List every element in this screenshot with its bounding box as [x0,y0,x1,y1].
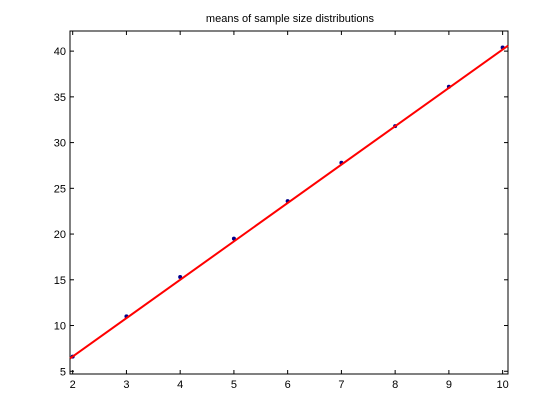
x-tick-label: 4 [177,379,183,391]
y-tick-label: 5 [60,366,66,378]
x-tick-label: 6 [285,379,291,391]
chart-title: means of sample size distributions [206,13,375,25]
y-tick-label: 40 [54,46,66,58]
x-tick-label: 9 [446,379,452,391]
fit-line [69,44,509,360]
y-tick-label: 10 [54,321,66,333]
y-tick-label: 30 [54,138,66,150]
y-tick-label: 15 [54,275,66,287]
x-tick-label: 8 [392,379,398,391]
y-tick-label: 25 [54,183,66,195]
x-tick-label: 7 [338,379,344,391]
plot-area: 2 3 4 5 6 7 8 9 10 5 10 15 20 25 30 35 40 [54,30,509,391]
y-tick-label: 35 [54,92,66,104]
x-tick-label: 3 [123,379,129,391]
y-tick-label: 20 [54,229,66,241]
x-tick-label: 2 [70,379,76,391]
x-tick-label: 5 [231,379,237,391]
x-tick-label: 10 [497,379,509,391]
